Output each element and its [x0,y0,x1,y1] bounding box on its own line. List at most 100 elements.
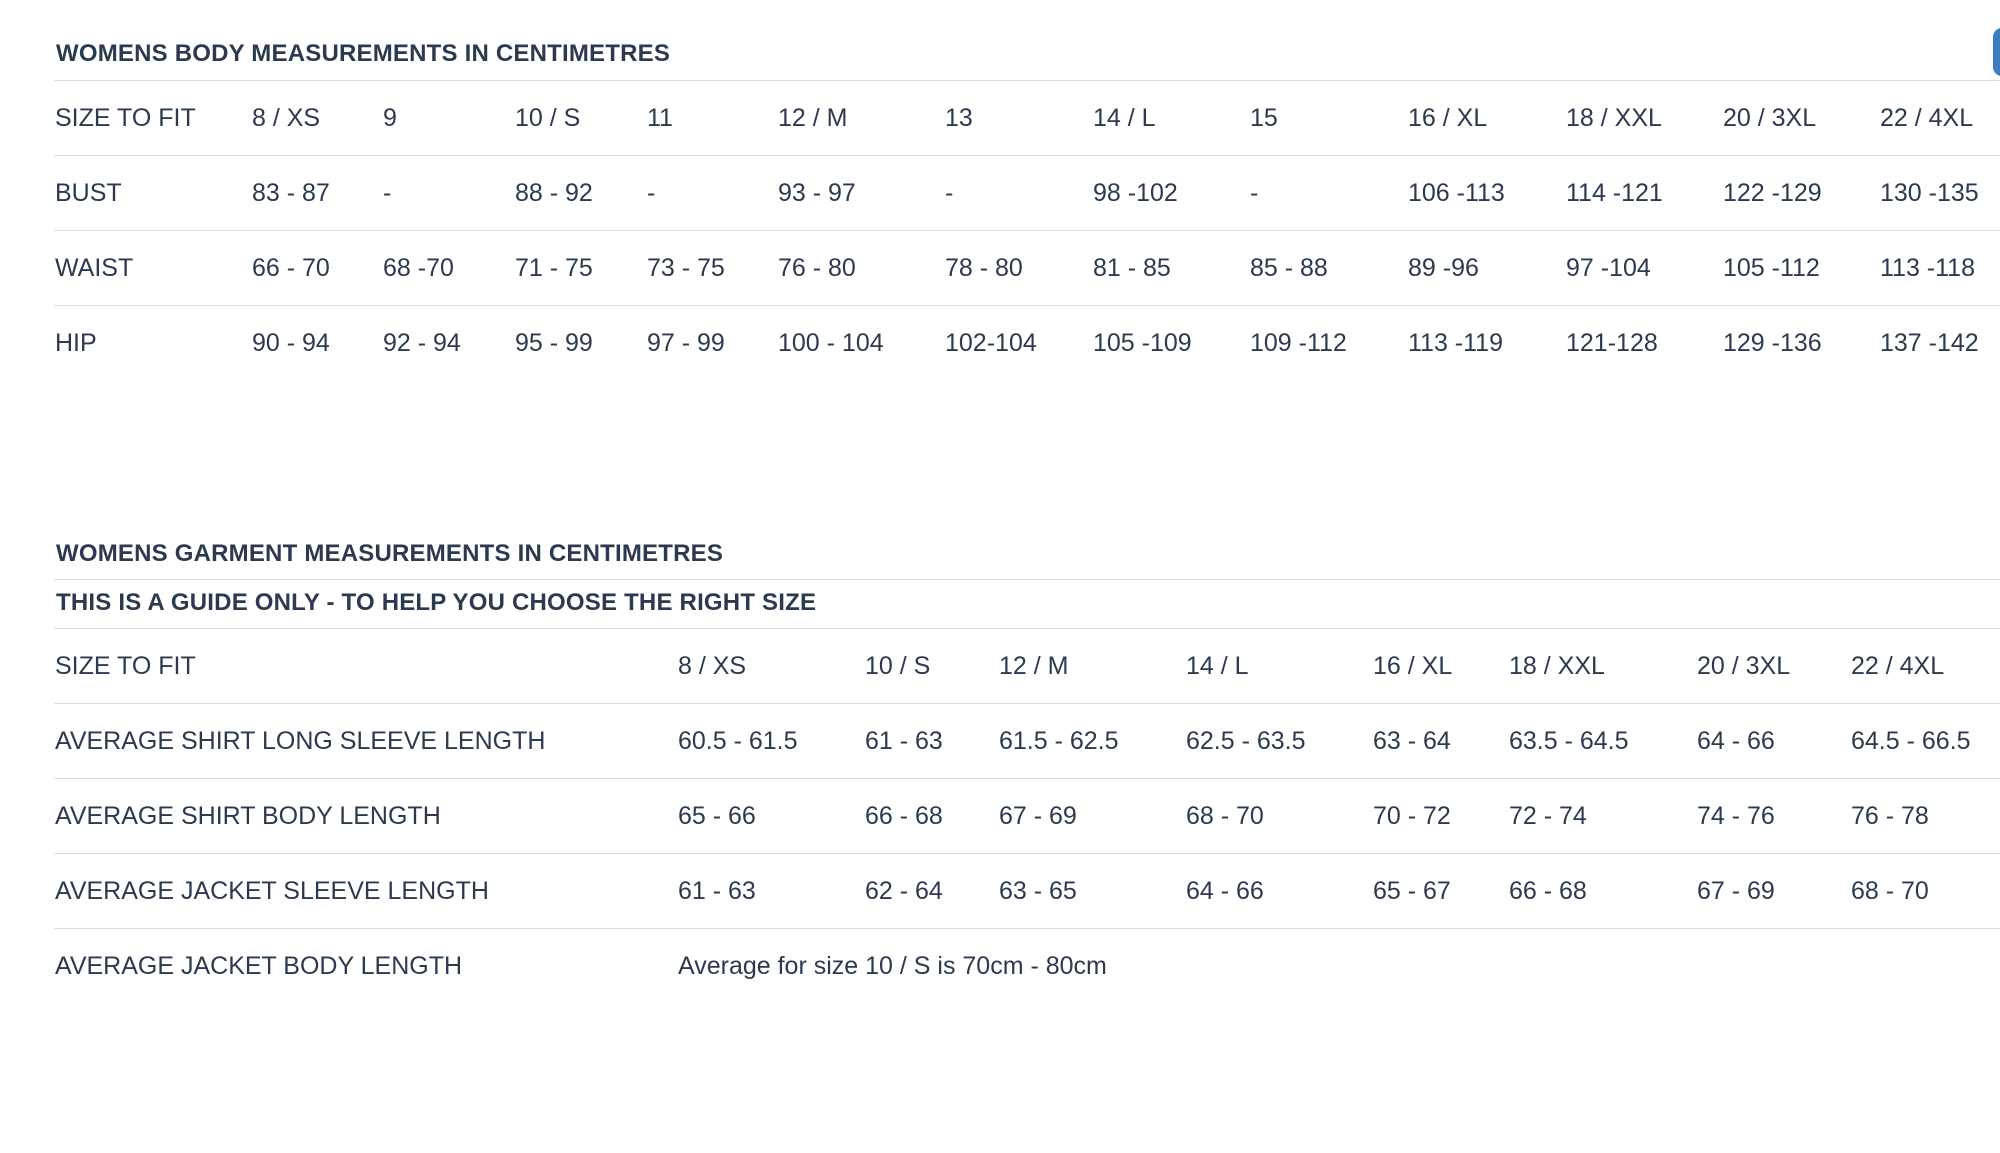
table-cell: 62.5 - 63.5 [1186,727,1306,755]
table-cell: 65 - 67 [1373,877,1451,905]
divider [54,628,2000,629]
divider [54,230,2000,231]
table-cell: 83 - 87 [252,179,330,207]
garment-table-header-row: SIZE TO FIT 8 / XS 10 / S 12 / M 14 / L 16 / … [0,629,2000,703]
table-cell: 60.5 - 61.5 [678,727,798,755]
row-label: AVERAGE JACKET BODY LENGTH [55,952,463,980]
table-cell: 64.5 - 66.5 [1851,727,1971,755]
table-cell: 63.5 - 64.5 [1509,727,1629,755]
row-label: AVERAGE JACKET SLEEVE LENGTH [55,877,489,905]
row-label: AVERAGE SHIRT BODY LENGTH [55,802,441,830]
table-cell: 106 -113 [1408,179,1505,207]
table-cell: 98 -102 [1093,179,1178,207]
garment-table-title: WOMENS GARMENT MEASUREMENTS IN CENTIMETR… [56,540,724,567]
garment-table-row-shirt-body: AVERAGE SHIRT BODY LENGTH 65 - 66 66 - 68 6… [0,779,2000,853]
divider [54,778,2000,779]
table-cell: 89 -96 [1408,254,1479,282]
table-cell: 93 - 97 [778,179,856,207]
table-cell: 76 - 78 [1851,802,1929,830]
divider [54,579,2000,580]
table-cell: 68 - 70 [1186,802,1264,830]
table-cell: 16 / XL [1408,104,1488,132]
table-cell: 130 -135 [1880,179,1979,207]
table-cell: 14 / L [1186,652,1249,680]
table-cell: - [383,179,392,207]
divider [54,155,2000,156]
table-cell: 18 / XXL [1566,104,1662,132]
table-cell: 67 - 69 [999,802,1077,830]
row-label: WAIST [55,254,134,282]
table-cell: - [647,179,656,207]
table-cell: 68 - 70 [1851,877,1929,905]
garment-table-row-jacket-body: AVERAGE JACKET BODY LENGTH Average for s… [0,929,2000,1003]
table-cell: 105 -109 [1093,329,1192,357]
table-cell: 12 / M [778,104,848,132]
table-cell: 129 -136 [1723,329,1822,357]
table-cell: 61 - 63 [678,877,756,905]
divider [54,703,2000,704]
body-table-header-row: SIZE TO FIT 8 / XS 9 10 / S 11 12 / M 13 14 / L… [0,81,2000,155]
table-cell: 22 / 4XL [1880,104,1974,132]
divider [54,853,2000,854]
body-table-title: WOMENS BODY MEASUREMENTS IN CENTIMETRES [56,40,671,67]
garment-table-row-jacket-sleeve: AVERAGE JACKET SLEEVE LENGTH 61 - 63 62 - … [0,854,2000,928]
table-cell: 64 - 66 [1697,727,1775,755]
table-cell: 113 -118 [1880,254,1975,282]
table-cell: 61.5 - 62.5 [999,727,1119,755]
table-cell: 70 - 72 [1373,802,1451,830]
table-cell: 13 [945,104,973,132]
table-cell: 122 -129 [1723,179,1822,207]
table-cell: 102-104 [945,329,1037,357]
row-label: SIZE TO FIT [55,652,196,680]
divider [54,305,2000,306]
divider [54,928,2000,929]
table-cell: 67 - 69 [1697,877,1775,905]
row-label: HIP [55,329,97,357]
body-table-row-hip: HIP 90 - 94 92 - 94 95 - 99 97 - 99 100 - 104… [0,306,2000,380]
table-cell: 10 / S [865,652,931,680]
table-cell: 78 - 80 [945,254,1023,282]
table-cell: 15 [1250,104,1278,132]
table-cell: 121-128 [1566,329,1658,357]
table-cell: 8 / XS [678,652,747,680]
table-cell: 81 - 85 [1093,254,1171,282]
table-cell: 20 / 3XL [1697,652,1791,680]
row-label: AVERAGE SHIRT LONG SLEEVE LENGTH [55,727,546,755]
table-cell: 61 - 63 [865,727,943,755]
table-cell: 66 - 68 [865,802,943,830]
table-cell: 12 / M [999,652,1069,680]
row-label: BUST [55,179,122,207]
table-cell: 22 / 4XL [1851,652,1945,680]
garment-table-subtitle: THIS IS A GUIDE ONLY - TO HELP YOU CHOOS… [56,589,817,616]
table-cell: - [945,179,954,207]
table-cell: 114 -121 [1566,179,1663,207]
table-cell: 66 - 68 [1509,877,1587,905]
table-cell: 90 - 94 [252,329,330,357]
table-cell: 72 - 74 [1509,802,1587,830]
table-cell: 9 [383,104,397,132]
table-cell: 63 - 64 [1373,727,1451,755]
table-cell: 105 -112 [1723,254,1820,282]
table-cell: 65 - 66 [678,802,756,830]
table-cell: 68 -70 [383,254,454,282]
side-tab[interactable] [1993,28,2000,76]
table-cell: 16 / XL [1373,652,1453,680]
table-cell: 63 - 65 [999,877,1077,905]
jacket-body-note: Average for size 10 / S is 70cm - 80cm [678,952,1107,980]
table-cell: 85 - 88 [1250,254,1328,282]
table-cell: 100 - 104 [778,329,884,357]
table-cell: 109 -112 [1250,329,1347,357]
body-table-row-bust: BUST 83 - 87 - 88 - 92 - 93 - 97 - 98 -102 - 106 … [0,156,2000,230]
table-cell: 11 [647,104,673,132]
table-cell: 88 - 92 [515,179,593,207]
table-cell: 14 / L [1093,104,1156,132]
table-cell: 66 - 70 [252,254,330,282]
table-cell: 95 - 99 [515,329,593,357]
table-cell: 92 - 94 [383,329,461,357]
table-cell: 113 -119 [1408,329,1503,357]
table-cell: 62 - 64 [865,877,943,905]
body-table-row-waist: WAIST 66 - 70 68 -70 71 - 75 73 - 75 76 - 80 7… [0,231,2000,305]
garment-table-row-shirt-sleeve: AVERAGE SHIRT LONG SLEEVE LENGTH 60.5 - 6… [0,704,2000,778]
table-cell: 73 - 75 [647,254,725,282]
